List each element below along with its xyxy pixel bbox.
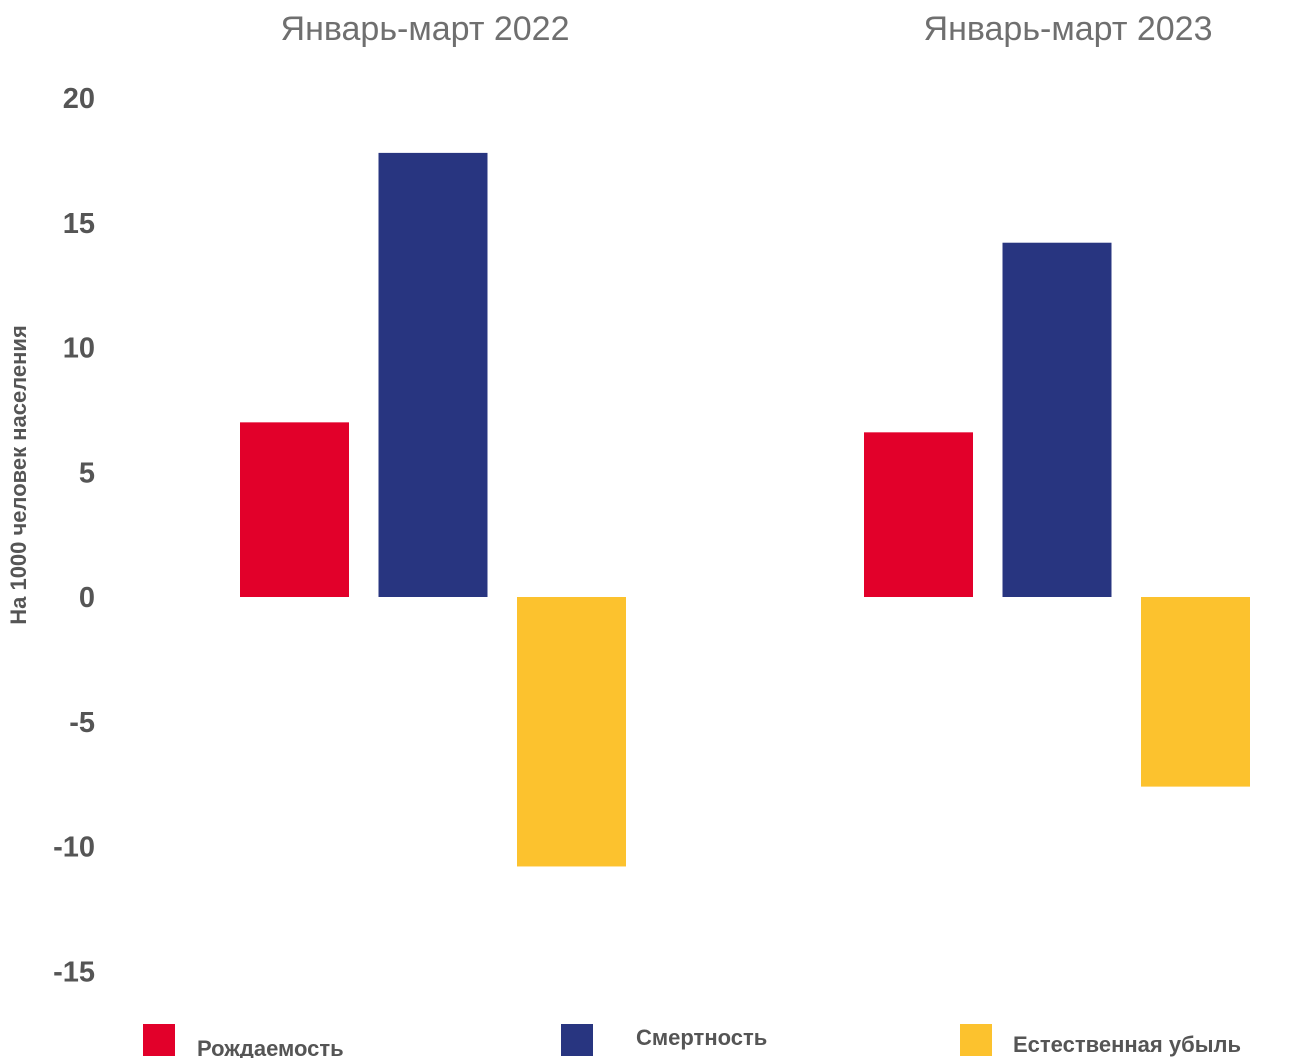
y-tick-label: 20 bbox=[63, 83, 95, 115]
legend-swatch-3 bbox=[960, 1024, 992, 1056]
y-tick-label: -5 bbox=[69, 707, 95, 739]
bar-2-group-2 bbox=[1002, 242, 1112, 597]
legend-label-1: Рождаемость bbox=[197, 1036, 344, 1058]
y-tick-label: 15 bbox=[63, 208, 95, 240]
category-title-1: Январь-март 2022 bbox=[281, 10, 570, 48]
y-axis-title: На 1000 человек населения bbox=[6, 325, 31, 625]
y-tick-label: -10 bbox=[53, 832, 95, 864]
y-tick-label: 5 bbox=[79, 457, 95, 489]
bar-3-group-2 bbox=[1141, 597, 1250, 787]
legend-label-3: Естественная убыль bbox=[1013, 1032, 1241, 1057]
legend-swatch-2 bbox=[561, 1024, 593, 1056]
legend-swatch-1 bbox=[143, 1024, 175, 1056]
y-tick-label: -15 bbox=[53, 956, 95, 988]
bar-1-group-2 bbox=[864, 432, 973, 597]
y-tick-label: 10 bbox=[63, 333, 95, 365]
category-title-2: Январь-март 2023 bbox=[924, 10, 1213, 48]
bar-1-group-1 bbox=[240, 422, 349, 597]
y-tick-label: 0 bbox=[79, 582, 95, 614]
bar-2-group-1 bbox=[378, 152, 488, 597]
bar-3-group-1 bbox=[517, 597, 626, 867]
legend-label-2: Смертность bbox=[636, 1025, 767, 1050]
